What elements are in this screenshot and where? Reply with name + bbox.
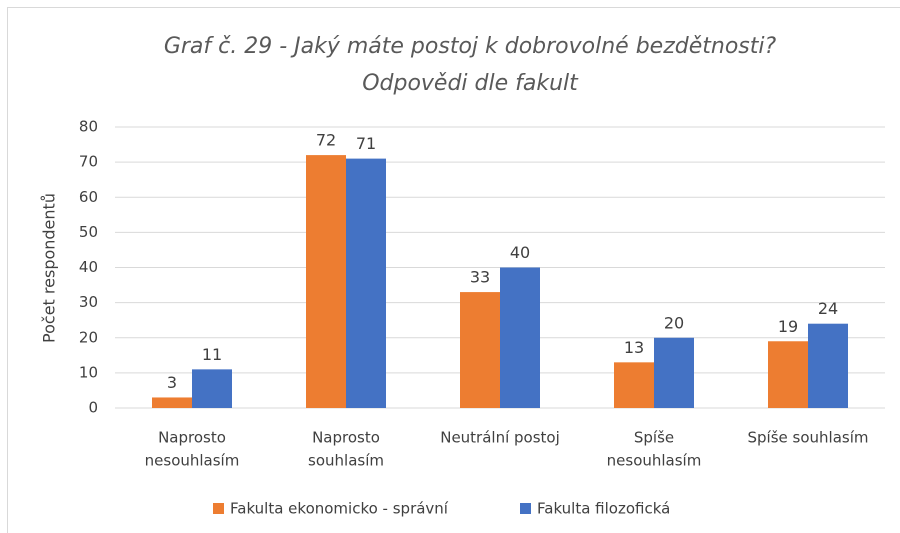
x-tick-label: Naprosto [312,429,380,447]
legend-label: Fakulta filozofická [537,500,670,518]
bar [152,397,192,408]
data-label: 24 [818,299,838,318]
data-label: 71 [356,134,376,153]
x-tick-label: nesouhlasím [145,452,240,470]
data-label: 13 [624,338,644,357]
x-tick-label: souhlasím [308,452,384,470]
y-tick-label: 0 [88,399,98,417]
bar [614,362,654,408]
y-axis-label: Počet respondentů [40,193,59,343]
bar [460,292,500,408]
y-tick-label: 60 [79,188,98,206]
x-tick-label: Naprosto [158,429,226,447]
bar [192,369,232,408]
bar [808,323,848,408]
bar [346,158,386,408]
legend-swatch [520,503,531,514]
data-label: 3 [167,373,177,392]
y-tick-label: 30 [79,293,98,311]
x-tick-label: nesouhlasím [607,452,702,470]
bar [654,337,694,408]
data-label: 40 [510,243,530,262]
chart-title: Graf č. 29 - Jaký máte postoj k dobrovol… [164,34,777,59]
y-tick-label: 10 [79,363,98,381]
data-label: 72 [316,131,336,150]
data-label: 20 [664,313,684,332]
y-tick-label: 20 [79,328,98,346]
y-tick-label: 70 [79,153,98,171]
bar [306,155,346,408]
data-label: 11 [202,345,222,364]
data-label: 33 [470,268,490,287]
chart-subtitle: Odpovědi dle fakult [362,71,579,96]
legend-label: Fakulta ekonomicko - správní [230,500,449,518]
y-tick-label: 40 [79,258,98,276]
chart-frame [7,7,900,533]
bar [768,341,808,408]
data-label: 19 [778,317,798,336]
bar [500,267,540,408]
x-tick-label: Spíše souhlasím [748,429,869,447]
x-tick-label: Spíše [634,429,674,447]
x-tick-label: Neutrální postoj [440,429,560,447]
legend-swatch [213,503,224,514]
y-tick-label: 80 [79,118,98,136]
y-tick-label: 50 [79,223,98,241]
